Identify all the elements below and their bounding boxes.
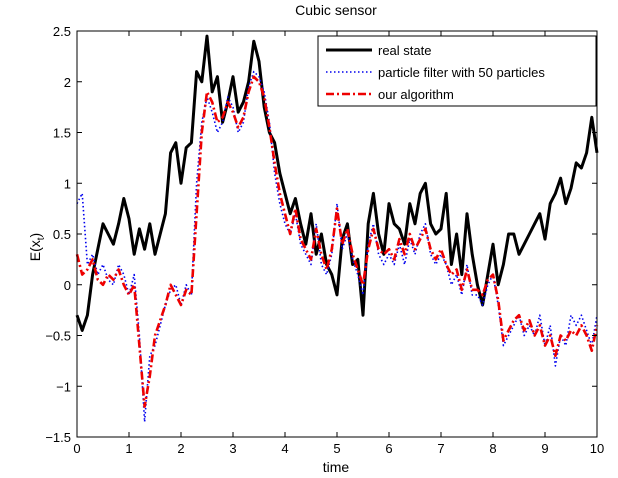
axis-ticks: 0 1 2 3 4 5 6 7 8 9 10 −1.5 −1 −0.5 0 0.5 1 1.5 2 2.5 [45,24,604,456]
x-tick-label: 0 [73,441,80,456]
y-axis-title-subscript: t [36,237,47,240]
y-tick-label: 1.5 [53,126,71,141]
x-tick-label: 2 [177,441,184,456]
y-tick-label: 0.5 [53,227,71,242]
y-tick-label: −1 [56,379,71,394]
x-tick-label: 5 [333,441,340,456]
x-tick-label: 7 [437,441,444,456]
x-tick-label: 9 [541,441,548,456]
x-tick-label: 3 [229,441,236,456]
series-line-our-algorithm [75,75,599,408]
chart-title: Cubic sensor [295,2,377,18]
x-tick-label: 1 [125,441,132,456]
y-axis-title: E(xt) [27,233,47,261]
y-axis-title-close: ) [27,233,43,238]
x-tick-label: 10 [590,441,604,456]
x-tick-label: 6 [385,441,392,456]
legend-label: particle filter with 50 particles [378,65,545,80]
legend-label: real state [378,43,431,58]
y-tick-label: 0 [64,278,71,293]
legend: real state particle filter with 50 partic… [317,35,597,107]
x-axis-title: time [323,459,350,475]
x-tick-label: 8 [489,441,496,456]
y-tick-label: 2 [64,75,71,90]
x-tick-label: 4 [281,441,288,456]
y-tick-label: 1 [64,176,71,191]
y-axis-title-main: E(x [27,240,43,261]
y-tick-label: 2.5 [53,24,71,39]
series-line-real-state [75,34,599,332]
y-tick-label: −0.5 [45,329,71,344]
legend-label: our algorithm [378,87,454,102]
y-tick-label: −1.5 [45,430,71,445]
